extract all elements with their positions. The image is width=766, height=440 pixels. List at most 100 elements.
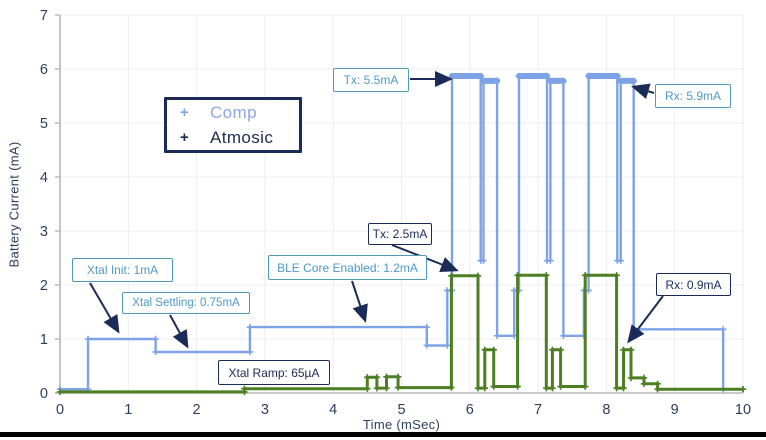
plus-marker-icon [549, 384, 556, 392]
plus-marker-icon [543, 72, 551, 80]
x-tick-label-0: 0 [56, 402, 64, 418]
annotation-xtal-ramp: Xtal Ramp: 65µA [218, 360, 330, 385]
plus-marker-icon [364, 385, 371, 392]
y-tick-label-6: 6 [40, 62, 48, 78]
plus-marker-icon [627, 374, 635, 382]
bottom-border [0, 432, 766, 437]
plus-marker-icon [490, 346, 497, 353]
x-axis-title: Time (mSec) [362, 417, 441, 432]
annotation-arrow-rx-atmosic [627, 295, 664, 344]
plus-marker-icon [152, 348, 159, 356]
plus-marker-icon [630, 77, 637, 85]
plus-marker-icon [617, 257, 624, 264]
plus-marker-icon [585, 72, 592, 80]
plus-marker-icon [474, 272, 482, 280]
annotation-tx-comp: Tx: 5.5mA [333, 68, 409, 92]
plus-marker-icon [423, 342, 430, 349]
trace-atmosic [60, 273, 743, 394]
legend: + Comp + Atmosic [164, 97, 302, 153]
plus-marker-icon [617, 77, 624, 85]
plus-marker-icon [514, 383, 521, 390]
plus-marker-icon [383, 373, 390, 380]
legend-label-comp: Comp [210, 102, 257, 122]
plus-marker-icon [364, 374, 371, 381]
plus-marker-icon [547, 257, 554, 264]
data-series [56, 72, 747, 396]
x-tick-label-2: 2 [193, 402, 201, 418]
y-tick-label-2: 2 [40, 278, 48, 294]
plus-marker-icon [640, 374, 648, 382]
plus-marker-icon [654, 380, 661, 388]
legend-item-atmosic: + Atmosic [180, 126, 299, 150]
y-tick-label-5: 5 [40, 116, 48, 132]
y-tick-label-0: 0 [40, 386, 48, 402]
x-tick-label-6: 6 [466, 402, 474, 418]
x-tick-label-10: 10 [735, 402, 751, 418]
plus-marker-icon [444, 342, 451, 349]
plus-marker-icon [474, 384, 482, 392]
plus-marker-icon [480, 257, 487, 264]
plus-marker-icon [543, 384, 550, 392]
plus-marker-icon [56, 388, 64, 396]
annotation-xtal-settling: Xtal Settling: 0.75mA [122, 292, 250, 314]
plus-marker-icon [373, 374, 381, 381]
x-tick-label-8: 8 [602, 402, 610, 418]
plus-marker-icon [654, 386, 661, 393]
plus-marker-icon [373, 384, 381, 392]
plus-marker-icon [739, 386, 747, 393]
plus-marker-icon [152, 335, 159, 343]
plus-marker-icon [620, 384, 627, 392]
plus-marker-icon [246, 323, 254, 331]
plus-marker-icon [480, 77, 487, 85]
plus-marker-icon [613, 272, 620, 279]
plus-marker-icon [557, 383, 564, 390]
legend-item-comp: + Comp [180, 101, 299, 125]
tick-labels: 0 1 2 3 4 5 6 7 0 1 2 3 4 5 6 7 8 9 10 [40, 8, 751, 418]
plus-marker-icon [481, 346, 489, 353]
plus-marker-icon [448, 384, 455, 391]
plus-marker-icon [241, 385, 248, 392]
annotation-xtal-init: Xtal Init: 1mA [72, 258, 173, 282]
y-tick-label-4: 4 [40, 170, 48, 186]
plus-marker-icon [640, 380, 648, 388]
annotation-ble-core-enabled: BLE Core Enabled: 1.2mA [268, 255, 427, 280]
plus-marker-icon [560, 77, 567, 85]
annotation-arrow-xtal-init [89, 282, 120, 334]
plus-marker-icon [560, 332, 567, 339]
plus-marker-icon [582, 272, 589, 279]
x-tick-label-7: 7 [534, 402, 542, 418]
plus-marker-icon [490, 383, 497, 390]
annotation-rx-comp: Rx: 5.9mA [655, 84, 731, 108]
plus-marker-icon [246, 348, 254, 356]
plus-marker-icon [477, 72, 484, 80]
x-tick-label-5: 5 [397, 402, 405, 418]
annotation-arrow-xtal-settling [169, 314, 189, 349]
legend-label-atmosic: Atmosic [210, 127, 274, 147]
annotation-arrow-rx-comp [631, 83, 655, 99]
plus-marker-icon [620, 346, 627, 353]
x-tick-label-4: 4 [329, 402, 337, 418]
annotation-rx-atmosic: Rx: 0.9mA [656, 273, 731, 296]
y-axis-title: Battery Current (mA) [6, 141, 22, 268]
plus-marker-icon [557, 346, 564, 353]
plus-marker-icon [423, 323, 430, 331]
annotation-tx-atmosic: Tx: 2.5mA [368, 223, 432, 245]
plus-marker-icon [394, 373, 402, 380]
y-tick-label-7: 7 [40, 8, 48, 24]
plus-marker-icon [515, 72, 523, 80]
plus-marker-icon [582, 383, 589, 390]
plus-marker-icon [448, 272, 455, 280]
x-tick-label-9: 9 [671, 402, 679, 418]
plus-marker-icon: + [180, 104, 189, 121]
plus-marker-icon [394, 384, 402, 391]
plus-marker-icon [627, 346, 635, 353]
plus-marker-icon [549, 346, 556, 353]
y-tick-label-1: 1 [40, 332, 48, 348]
plus-marker-icon [613, 384, 620, 392]
plus-marker-icon [84, 335, 92, 343]
annotation-arrow-ble-core-enabled [351, 280, 368, 323]
plus-marker-icon [493, 77, 501, 85]
plus-marker-icon [614, 72, 621, 80]
plus-marker-icon [383, 384, 390, 392]
